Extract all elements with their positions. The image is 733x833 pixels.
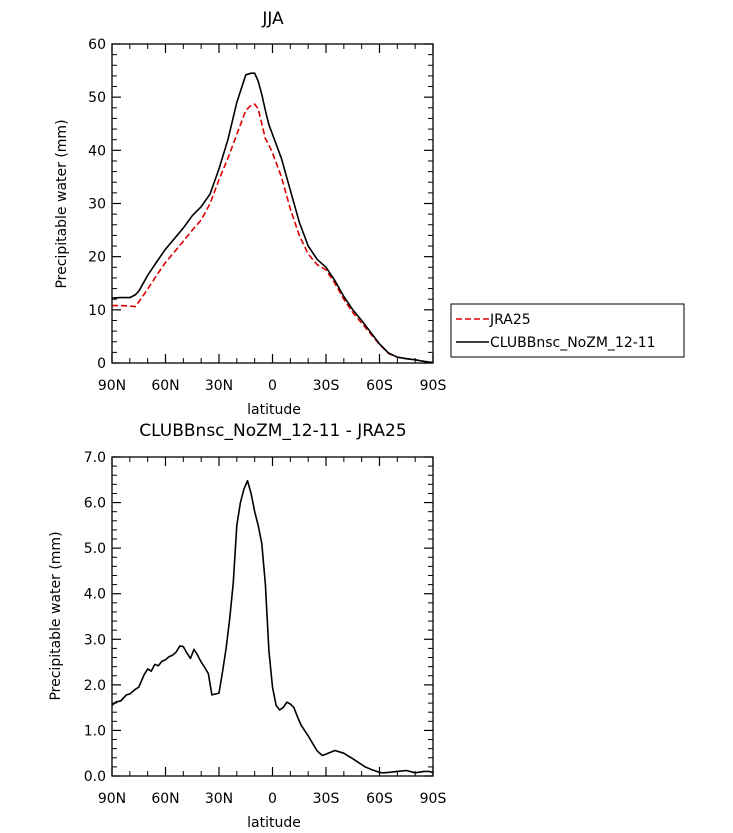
top-xtick-label: 30S [313, 378, 340, 394]
bottom-xaxis-title: latitude [247, 815, 301, 831]
top-plot-frame [111, 43, 434, 364]
bottom-ytick-label: 2.0 [84, 678, 106, 694]
bottom-axes: 90N 60N 30N 0 30S 60S 90S 0.0 1.0 2.0 3.0 4.0 5.0 6.0… [84, 450, 447, 807]
top-series-line-2 [111, 72, 434, 364]
top-ytick-label: 60 [88, 37, 106, 53]
bottom-xtick-label: 0 [268, 791, 277, 807]
top-ytick-label: 10 [88, 303, 106, 319]
top-xtick-label: 0 [268, 378, 277, 394]
bottom-xtick-label: 90S [420, 791, 447, 807]
bottom-xtick-label: 90N [98, 791, 126, 807]
top-axes: 90N 60N 30N 0 30S 60S 90S 0 10 20 30 40 50 60 [88, 37, 446, 394]
top-chart-title: JJA [261, 9, 284, 29]
bottom-series-group [111, 479, 434, 774]
top-ytick-label: 0 [97, 356, 106, 372]
bottom-panel: CLUBBnsc_NoZM_12-11 - JRA25 90N 60N 30N 0 30… [48, 421, 446, 831]
top-series-group [111, 72, 434, 364]
top-ytick-label: 40 [88, 143, 106, 159]
bottom-xtick-label: 60S [366, 791, 393, 807]
legend: JRA25 CLUBBnsc_NoZM_12-11 [450, 303, 685, 358]
top-ytick-label: 30 [88, 197, 106, 213]
bottom-ytick-label: 7.0 [84, 450, 106, 466]
legend-label-jra25: JRA25 [489, 312, 531, 328]
bottom-chart-title: CLUBBnsc_NoZM_12-11 - JRA25 [139, 421, 406, 441]
top-series-line-1 [112, 103, 434, 364]
legend-box [450, 303, 685, 358]
bottom-ytick-label: 4.0 [84, 587, 106, 603]
bottom-xtick-label: 30N [205, 791, 233, 807]
top-ytick-label: 50 [88, 90, 106, 106]
bottom-xtick-label: 60N [151, 791, 179, 807]
legend-label-clubb: CLUBBnsc_NoZM_12-11 [490, 335, 656, 351]
bottom-ytick-label: 5.0 [84, 541, 106, 557]
top-xtick-label: 90N [98, 378, 126, 394]
top-ytick-label: 20 [88, 250, 106, 266]
top-panel: JJA 90N 60N 30N 0 30S 60S 90S 0 10 20 30 40 50 60 lat… [54, 9, 446, 418]
top-xtick-label: 90S [420, 378, 447, 394]
bottom-yaxis-title: Precipitable water (mm) [48, 531, 64, 700]
bottom-ytick-label: 0.0 [84, 769, 106, 785]
top-xtick-label: 30N [205, 378, 233, 394]
bottom-xtick-label: 30S [313, 791, 340, 807]
top-xtick-label: 60S [366, 378, 393, 394]
bottom-plot-frame [111, 456, 434, 777]
bottom-ytick-label: 1.0 [84, 723, 106, 739]
bottom-ytick-label: 6.0 [84, 496, 106, 512]
top-yaxis-title: Precipitable water (mm) [54, 119, 70, 288]
top-xtick-label: 60N [151, 378, 179, 394]
bottom-series-line-1 [111, 479, 434, 774]
top-xaxis-title: latitude [247, 402, 301, 418]
bottom-ytick-label: 3.0 [84, 632, 106, 648]
